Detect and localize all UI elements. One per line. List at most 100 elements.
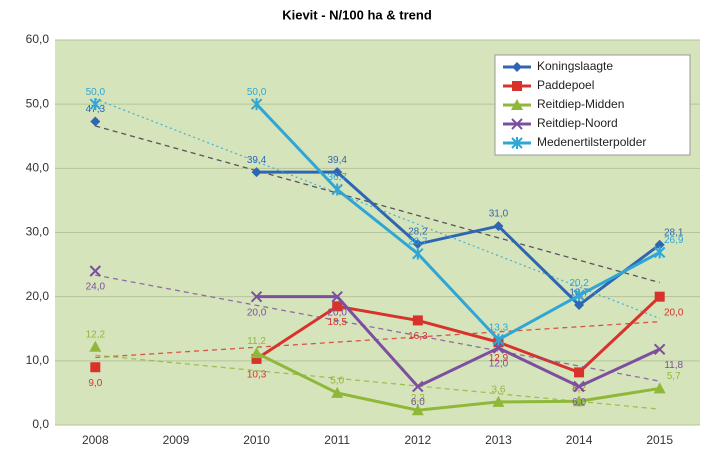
x-tick-label: 2010	[243, 433, 270, 447]
marker	[492, 342, 505, 354]
marker	[654, 239, 665, 250]
marker	[89, 340, 102, 352]
marker	[412, 380, 424, 393]
value-label: 31,0	[489, 209, 509, 220]
marker	[511, 118, 523, 130]
marker	[250, 347, 263, 359]
marker	[653, 343, 666, 355]
value-label: 39,4	[327, 155, 347, 166]
value-label: 50,0	[86, 87, 106, 98]
marker	[493, 221, 504, 232]
value-label: 28,2	[408, 227, 428, 238]
value-label: 16,3	[408, 331, 428, 342]
value-label: 36,7	[327, 172, 347, 183]
marker	[574, 300, 585, 311]
y-tick-label: 30,0	[26, 225, 50, 239]
value-label: 26,7	[408, 236, 428, 247]
marker	[492, 395, 505, 407]
value-label: 5,7	[667, 371, 681, 382]
marker	[412, 315, 423, 326]
value-label: 6,0	[411, 397, 425, 408]
series-line	[256, 295, 661, 389]
value-label: 9,0	[88, 378, 102, 389]
x-tick-label: 2014	[566, 433, 593, 447]
marker	[251, 167, 262, 178]
value-label: 26,9	[664, 235, 684, 246]
value-label: 12,2	[86, 329, 106, 340]
y-tick-label: 50,0	[26, 96, 50, 110]
marker	[331, 290, 343, 303]
y-tick-label: 0,0	[32, 417, 49, 431]
marker	[89, 98, 102, 111]
value-label: 18,5	[327, 317, 347, 328]
value-label: 39,4	[247, 155, 267, 166]
trend-line	[95, 98, 660, 319]
legend-label: Reitdiep-Midden	[537, 97, 624, 111]
marker	[331, 183, 343, 196]
legend-label: Medenertilsterpolder	[537, 135, 646, 149]
y-tick-label: 60,0	[26, 32, 50, 46]
marker	[250, 290, 263, 303]
trend-line	[95, 125, 660, 284]
value-label: 12,0	[489, 359, 509, 370]
value-label: 20,2	[569, 278, 589, 289]
value-label: 13,3	[489, 322, 509, 333]
value-label: 28,1	[664, 227, 684, 238]
value-label: 2,3	[411, 393, 425, 404]
value-label: 20,0	[327, 307, 347, 318]
y-tick-label: 40,0	[26, 161, 50, 175]
marker	[250, 98, 263, 111]
chart-title: Kievit - N/100 ha & trend	[282, 7, 432, 22]
marker	[512, 81, 522, 91]
series-line	[255, 103, 661, 342]
marker	[511, 137, 523, 149]
marker	[512, 62, 522, 72]
series-line	[255, 295, 661, 375]
value-label: 50,0	[247, 87, 267, 98]
series-line	[255, 351, 660, 412]
value-label: 8,2	[572, 383, 586, 394]
legend-label: Koningslaagte	[537, 59, 613, 73]
x-tick-label: 2008	[82, 433, 109, 447]
series-line	[256, 170, 661, 307]
marker	[653, 246, 666, 259]
marker	[412, 239, 423, 250]
value-label: 24,0	[86, 282, 106, 293]
value-label: 11,8	[664, 360, 683, 371]
marker	[332, 301, 343, 312]
x-tick-label: 2012	[404, 433, 431, 447]
value-label: 20,0	[247, 307, 267, 318]
value-label: 11,2	[247, 336, 266, 347]
legend-label: Paddepoel	[537, 78, 594, 92]
marker	[412, 247, 424, 260]
y-tick-label: 10,0	[26, 353, 50, 367]
marker	[90, 116, 101, 127]
marker	[411, 404, 424, 416]
marker	[573, 380, 585, 393]
marker	[654, 291, 665, 302]
marker	[332, 167, 343, 178]
x-tick-label: 2015	[646, 433, 673, 447]
marker	[90, 362, 101, 373]
marker	[492, 333, 505, 346]
x-tick-label: 2011	[324, 433, 350, 447]
legend-label: Reitdiep-Noord	[537, 116, 618, 130]
value-label: 6,0	[572, 397, 586, 408]
x-tick-label: 2013	[485, 433, 512, 447]
marker	[574, 367, 585, 378]
y-tick-label: 20,0	[26, 289, 50, 303]
value-label: 3,7	[572, 384, 586, 395]
marker	[653, 382, 666, 394]
value-label: 5,0	[330, 376, 344, 387]
marker	[251, 353, 262, 364]
marker	[331, 386, 344, 398]
marker	[573, 395, 586, 407]
marker	[511, 99, 523, 110]
value-label: 12,9	[489, 353, 509, 364]
value-label: 20,0	[664, 307, 684, 318]
x-tick-label: 2009	[163, 433, 190, 447]
value-label: 10,3	[247, 370, 267, 381]
trend-line	[95, 274, 660, 382]
marker	[89, 265, 102, 277]
marker	[573, 289, 585, 302]
